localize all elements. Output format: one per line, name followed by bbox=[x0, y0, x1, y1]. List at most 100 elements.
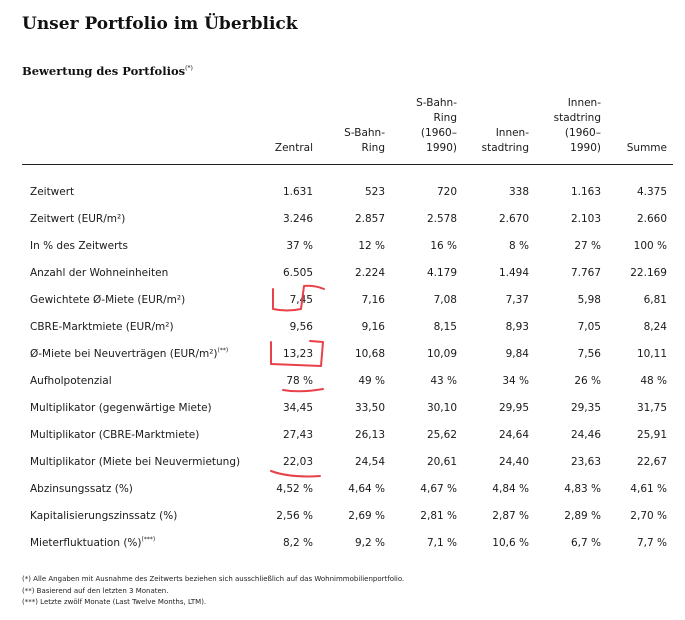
row-label-text: Multiplikator (gegenwärtige Miete) bbox=[30, 401, 212, 414]
row-label-text: Abzinsungssatz (%) bbox=[30, 482, 133, 495]
table-cell: 8 % bbox=[509, 239, 529, 252]
table-cell: 7,08 bbox=[433, 293, 457, 306]
table-cell: 7,7 % bbox=[636, 536, 667, 549]
footnotes: (*) Alle Angaben mit Ausnahme des Zeitwe… bbox=[22, 574, 404, 609]
row-label: Kapitalisierungszinssatz (%) bbox=[22, 502, 259, 529]
table-cell: 720 bbox=[436, 185, 457, 198]
row-label: In % des Zeitwerts bbox=[22, 232, 259, 259]
table-cell: 4.375 bbox=[636, 185, 667, 198]
table-header-row: Zentral S-Bahn- Ring S-Bahn- Ring (1960– 1990)… bbox=[22, 90, 673, 165]
table-cell: 23,63 bbox=[570, 455, 601, 468]
table-cell: 24,54 bbox=[354, 455, 385, 468]
portfolio-valuation-table: Zentral S-Bahn- Ring S-Bahn- Ring (1960– 1990)… bbox=[22, 90, 673, 556]
column-header: Innen-stadtring bbox=[463, 90, 535, 165]
column-header-line: Innen- bbox=[495, 127, 529, 139]
table-cell: 26 % bbox=[574, 374, 601, 387]
table-row: In % des Zeitwerts 37 % 12 % 16 % 8 % 27 % 100… bbox=[22, 232, 673, 259]
row-label: CBRE-Marktmiete (EUR/m²) bbox=[22, 313, 259, 340]
table-row: Ø-Miete bei Neuverträgen (EUR/m²)(**) 13,… bbox=[22, 340, 673, 367]
table-cell: 6,81 bbox=[643, 293, 667, 306]
table-cell: 7,37 bbox=[505, 293, 529, 306]
column-header-line: S-Bahn- bbox=[344, 127, 385, 139]
table-cell: 523 bbox=[364, 185, 385, 198]
table-cell: 27,43 bbox=[282, 428, 313, 441]
table-cell: 3.246 bbox=[282, 212, 313, 225]
row-label: Multiplikator (Miete bei Neuvermietung) bbox=[22, 448, 259, 475]
table-cell: 10,6 % bbox=[492, 536, 529, 549]
table-row: Mieterfluktuation (%)(***) 8,2 % 9,2 % 7,1 … bbox=[22, 529, 673, 556]
table-cell: 9,16 bbox=[361, 320, 385, 333]
table-row: Abzinsungssatz (%) 4,52 % 4,64 % 4,67 % 4,84… bbox=[22, 475, 673, 502]
row-label: Gewichtete Ø-Miete (EUR/m²) bbox=[22, 286, 259, 313]
table-row: Kapitalisierungszinssatz (%) 2,56 % 2,69 %… bbox=[22, 502, 673, 529]
table-cell: 30,10 bbox=[426, 401, 457, 414]
table-cell: 2,70 % bbox=[630, 509, 667, 522]
table-cell: 1.631 bbox=[282, 185, 313, 198]
table-cell: 100 % bbox=[633, 239, 667, 252]
table-cell: 13,23 bbox=[282, 347, 313, 360]
table-row: CBRE-Marktmiete (EUR/m²) 9,56 9,16 8,15 8,93… bbox=[22, 313, 673, 340]
row-label: Anzahl der Wohneinheiten bbox=[22, 259, 259, 286]
table-cell: 2,89 % bbox=[564, 509, 601, 522]
table-cell: 29,95 bbox=[498, 401, 529, 414]
row-label: Abzinsungssatz (%) bbox=[22, 475, 259, 502]
column-header-line: stadtring bbox=[553, 112, 601, 124]
table-cell: 7,05 bbox=[577, 320, 601, 333]
table-cell: 7,45 bbox=[289, 293, 313, 306]
row-label: Ø-Miete bei Neuverträgen (EUR/m²)(**) bbox=[22, 340, 259, 367]
table-cell: 5,98 bbox=[577, 293, 601, 306]
column-header-line: Ring bbox=[433, 112, 457, 124]
column-header: S-Bahn- Ring bbox=[319, 90, 391, 165]
footnote: (**) Basierend auf den letzten 3 Monaten… bbox=[22, 586, 169, 595]
table-cell: 10,68 bbox=[354, 347, 385, 360]
table-cell: 34,45 bbox=[282, 401, 313, 414]
column-header: Innen-stadtring (1960– 1990) bbox=[535, 90, 607, 165]
table-cell: 7,16 bbox=[361, 293, 385, 306]
table-cell: 4,83 % bbox=[564, 482, 601, 495]
table-row: Gewichtete Ø-Miete (EUR/m²) 7,45 7,16 7,08 7… bbox=[22, 286, 673, 313]
row-label-text: Ø-Miete bei Neuverträgen (EUR/m²) bbox=[30, 348, 218, 360]
table-cell: 2,87 % bbox=[492, 509, 529, 522]
row-label: Zeitwert (EUR/m²) bbox=[22, 205, 259, 232]
table-cell: 37 % bbox=[286, 239, 313, 252]
table-cell: 4.179 bbox=[426, 266, 457, 279]
table-cell: 7.767 bbox=[570, 266, 601, 279]
row-label-text: Zeitwert bbox=[30, 185, 75, 198]
column-header-line: (1960– bbox=[564, 127, 601, 139]
row-label-text: Multiplikator (Miete bei Neuvermietung) bbox=[30, 455, 241, 468]
row-label: Mieterfluktuation (%)(***) bbox=[22, 529, 259, 556]
table-cell: 6,7 % bbox=[570, 536, 601, 549]
row-label-text: Multiplikator (CBRE-Marktmiete) bbox=[30, 428, 200, 441]
column-header: Zentral bbox=[259, 90, 319, 165]
table-row: Multiplikator (gegenwärtige Miete) 34,45 3… bbox=[22, 394, 673, 421]
table-row: Multiplikator (CBRE-Marktmiete) 27,43 26,1… bbox=[22, 421, 673, 448]
table-row: Zeitwert 1.631 523 720 338 1.163 4.375 bbox=[22, 178, 673, 205]
column-header-line: S-Bahn- bbox=[416, 97, 457, 109]
table-cell: 26,13 bbox=[354, 428, 385, 441]
table-cell: 7,1 % bbox=[426, 536, 457, 549]
row-footnote-marker: (***) bbox=[141, 536, 156, 543]
page-title: Unser Portfolio im Überblick bbox=[22, 14, 298, 34]
table-cell: 24,46 bbox=[570, 428, 601, 441]
section-title: Bewertung des Portfolios(*) bbox=[22, 64, 193, 78]
table-cell: 20,61 bbox=[426, 455, 457, 468]
table-cell: 2,69 % bbox=[348, 509, 385, 522]
table-cell: 22,67 bbox=[636, 455, 667, 468]
row-label: Multiplikator (gegenwärtige Miete) bbox=[22, 394, 259, 421]
table-row: Zeitwert (EUR/m²) 3.246 2.857 2.578 2.670 2.1… bbox=[22, 205, 673, 232]
table-cell: 48 % bbox=[640, 374, 667, 387]
table-cell: 33,50 bbox=[354, 401, 385, 414]
column-header-line: (1960– bbox=[420, 127, 457, 139]
column-header-line: Zentral bbox=[274, 142, 313, 154]
table-cell: 2.660 bbox=[636, 212, 667, 225]
row-label: Multiplikator (CBRE-Marktmiete) bbox=[22, 421, 259, 448]
footnote: (***) Letzte zwölf Monate (Last Twelve M… bbox=[22, 598, 207, 606]
table-cell: 22,03 bbox=[282, 455, 313, 468]
column-header-line: Ring bbox=[361, 142, 385, 154]
table-cell: 6.505 bbox=[282, 266, 313, 279]
row-footnote-marker: (**) bbox=[217, 347, 229, 354]
column-header-line: Innen- bbox=[567, 97, 601, 109]
table-cell: 2.103 bbox=[570, 212, 601, 225]
row-label: Aufholpotenzial bbox=[22, 367, 259, 394]
table-cell: 43 % bbox=[430, 374, 457, 387]
